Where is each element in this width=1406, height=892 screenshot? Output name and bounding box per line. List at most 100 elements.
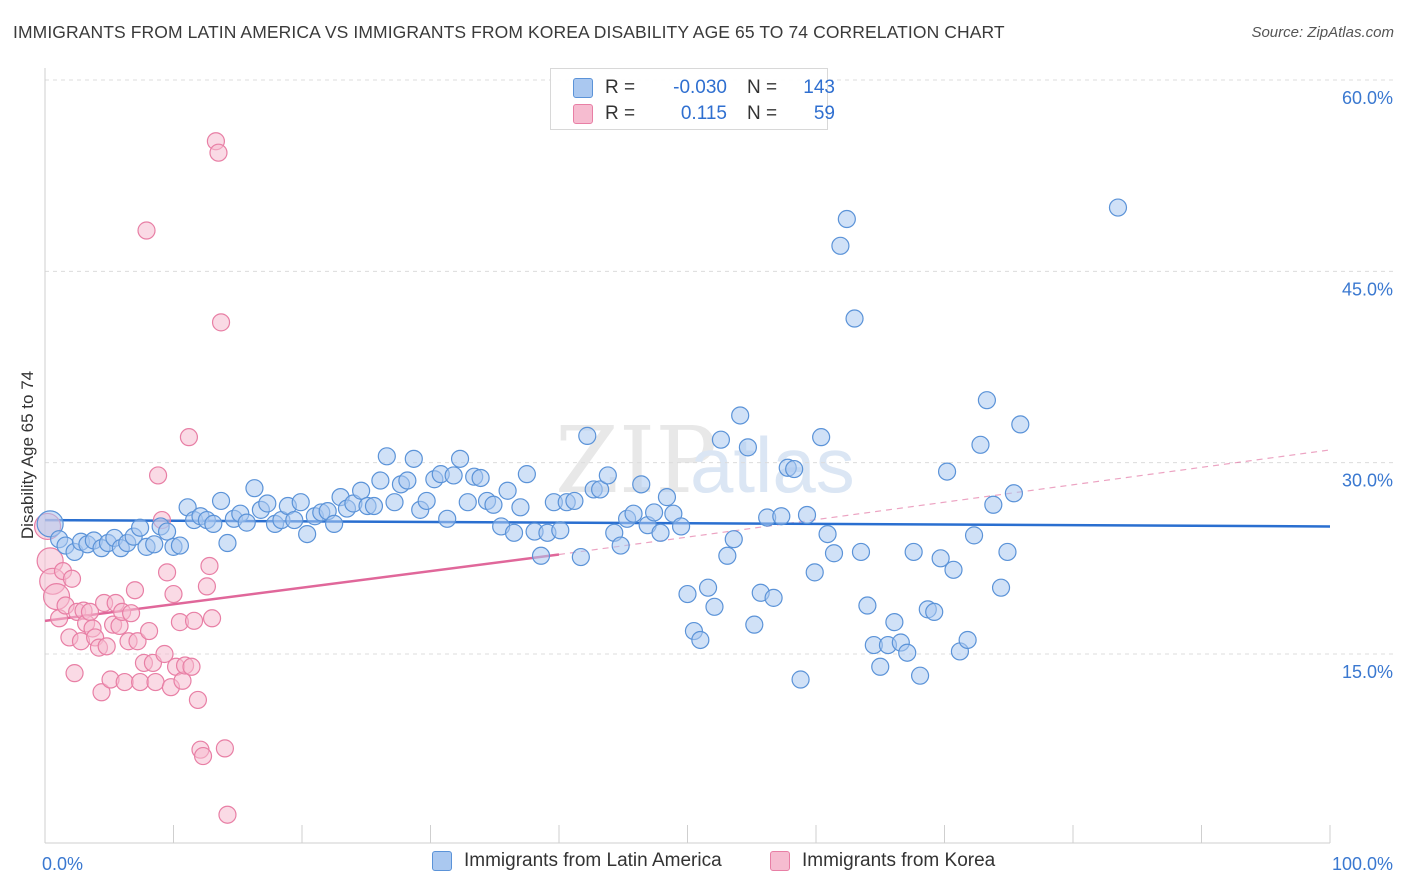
korea-point — [202, 609, 222, 628]
latin-america-point — [571, 547, 590, 567]
latin-america-point — [371, 471, 390, 490]
latin-america-point — [678, 584, 697, 604]
latin-america-point — [824, 544, 844, 563]
y-tick-label: 45.0% — [1342, 279, 1393, 299]
latin-america-point — [991, 578, 1011, 597]
latin-america-point — [931, 549, 950, 568]
latin-america-point — [1108, 198, 1128, 217]
y-tick-label: 30.0% — [1342, 471, 1393, 491]
stats-swatch-blue — [573, 78, 593, 98]
latin-america-point — [36, 510, 64, 538]
korea-point — [211, 313, 231, 332]
stats-n-label: N = — [747, 77, 778, 98]
latin-america-point — [937, 462, 957, 481]
stats-r-label: R = — [605, 77, 636, 98]
latin-america-point — [385, 493, 404, 512]
latin-america-point — [632, 475, 651, 494]
latin-america-point — [898, 643, 917, 662]
latin-america-point — [517, 465, 536, 484]
series-korea-points — [33, 132, 237, 824]
korea-point — [188, 690, 208, 710]
latin-america-point — [417, 491, 436, 511]
gridlines — [45, 79, 1393, 655]
korea-point — [200, 556, 219, 576]
latin-america-point — [885, 613, 904, 632]
latin-america-point — [504, 523, 524, 542]
latin-america-point — [851, 542, 871, 562]
latin-america-point — [298, 524, 317, 544]
y-tick-label: 60.0% — [1342, 88, 1393, 108]
korea-point — [62, 569, 82, 588]
latin-america-point — [237, 513, 256, 532]
bottom-legend: Immigrants from Latin America Immigrants… — [0, 850, 1406, 880]
latin-america-point — [745, 615, 764, 634]
korea-trend-extension — [558, 449, 1331, 556]
latin-america-point — [551, 521, 570, 540]
stats-n-value: 143 — [803, 77, 835, 98]
latin-america-point — [377, 447, 396, 466]
latin-america-point — [450, 449, 470, 468]
stats-row-latin-america: R = -0.030 N = 143 — [573, 76, 835, 100]
legend-swatch-pink — [770, 851, 790, 871]
latin-america-point — [578, 426, 597, 445]
legend-label-korea: Immigrants from Korea — [802, 850, 996, 871]
series-latin-america-points — [36, 198, 1128, 689]
korea-point — [121, 604, 141, 623]
latin-america-point — [145, 535, 164, 554]
korea-point — [218, 805, 237, 824]
latin-america-point — [285, 510, 304, 530]
y-tick-label: 15.0% — [1342, 662, 1393, 682]
latin-america-point — [565, 491, 584, 511]
latin-america-point — [444, 466, 463, 485]
latin-america-point — [291, 493, 310, 512]
latin-america-point — [944, 560, 963, 579]
latin-america-point — [698, 578, 718, 597]
legend-item-korea: Immigrants from Korea — [770, 850, 995, 872]
korea-point — [197, 577, 217, 596]
latin-america-point — [724, 530, 743, 549]
latin-america-point — [691, 630, 710, 650]
latin-america-point — [831, 236, 850, 255]
stats-legend: R = -0.030 N = 143 R = 0.115 N = 59 — [550, 68, 835, 130]
chart-title: IMMIGRANTS FROM LATIN AMERICA VS IMMIGRA… — [13, 22, 1005, 42]
korea-point — [139, 621, 159, 641]
latin-america-point — [484, 495, 503, 514]
latin-america-point — [651, 523, 670, 542]
korea-point — [97, 637, 116, 656]
latin-america-point — [977, 391, 997, 410]
latin-america-point — [718, 546, 737, 565]
latin-america-point — [797, 505, 817, 525]
korea-point — [125, 581, 145, 600]
korea-point — [182, 657, 201, 676]
axes — [44, 68, 1331, 844]
latin-america-point — [904, 542, 923, 562]
latin-america-point — [785, 459, 804, 479]
latin-america-point — [130, 518, 150, 537]
latin-america-point — [325, 514, 344, 533]
stats-n-label: N = — [747, 103, 778, 124]
latin-america-point — [998, 542, 1017, 562]
latin-america-point — [352, 481, 371, 500]
latin-america-point — [964, 526, 984, 545]
latin-america-point — [671, 517, 691, 536]
latin-america-point — [204, 514, 223, 533]
latin-america-point — [438, 509, 457, 528]
korea-point — [115, 672, 134, 692]
korea-point — [130, 672, 150, 692]
x-tick-label-start: 0.0% — [42, 854, 83, 874]
korea-point — [157, 563, 177, 582]
korea-point — [148, 466, 168, 485]
latin-america-point — [1011, 415, 1030, 434]
latin-america-point — [711, 430, 731, 449]
latin-america-point — [984, 495, 1003, 514]
korea-point — [155, 644, 174, 664]
latin-america-point — [364, 496, 384, 516]
latin-america-point — [845, 309, 864, 328]
latin-america-point — [871, 657, 890, 676]
latin-america-point — [258, 494, 277, 513]
latin-america-point — [731, 406, 750, 425]
latin-america-point — [471, 468, 490, 488]
stats-r-label: R = — [605, 103, 636, 124]
latin-america-point — [738, 438, 757, 457]
korea-point — [215, 739, 234, 758]
